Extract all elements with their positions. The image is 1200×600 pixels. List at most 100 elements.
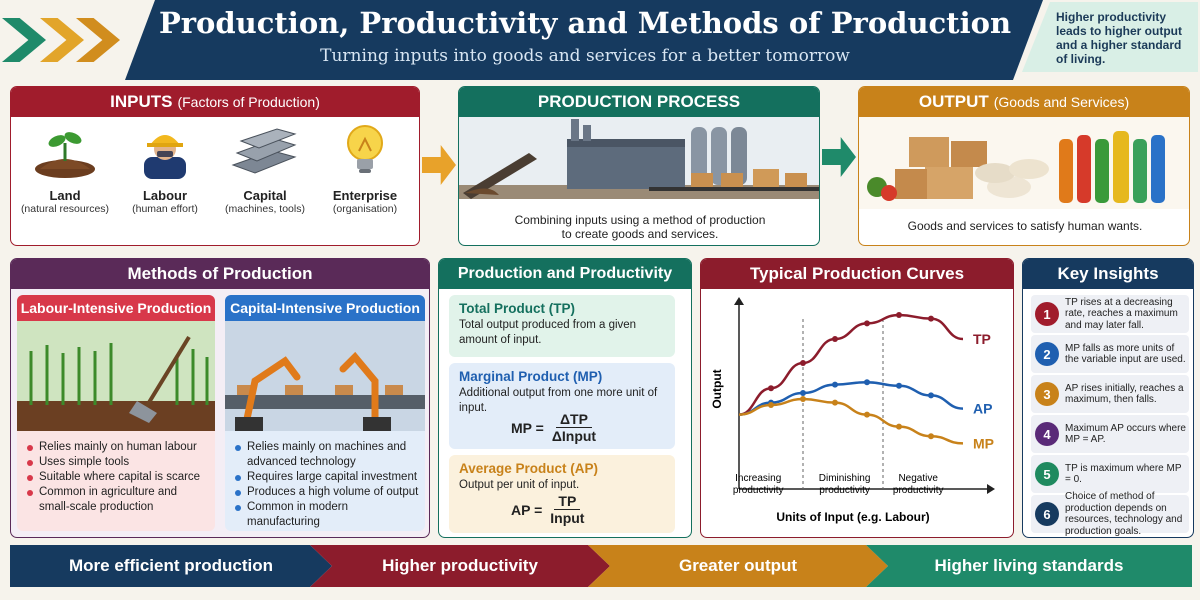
robot-arm-icon [225, 321, 425, 431]
curve-mp [738, 397, 964, 445]
factory-icon [459, 117, 819, 199]
insight-number: 4 [1035, 422, 1059, 446]
crops-icon [17, 321, 215, 431]
mp-desc: Additional output from one more unit of … [459, 387, 658, 414]
process-title: PRODUCTION PROCESS [459, 87, 819, 117]
input-land: Land (natural resources) [15, 121, 115, 215]
curve-point [896, 382, 902, 389]
curve-point [800, 390, 806, 396]
curve-point [928, 392, 934, 399]
series-label: TP [973, 331, 991, 347]
stage-label: Increasing productivity [733, 473, 784, 496]
curve-point [864, 320, 870, 327]
ap-desc: Output per unit of input. [459, 479, 580, 491]
x-axis-arrow [987, 484, 995, 494]
soil-sprout-icon [35, 132, 95, 178]
productivity-panel: Production and Productivity Total Produc… [438, 258, 692, 538]
inputs-title: INPUTS (Factors of Production) [11, 87, 419, 117]
curves-title: Typical Production Curves [701, 259, 1013, 289]
insight-text: Choice of method of production depends o… [1065, 491, 1183, 537]
insight-text: TP is maximum where MP = 0. [1065, 462, 1182, 486]
insights-panel: Key Insights 1 TP rises at a decreasing r… [1022, 258, 1194, 538]
ap-formula: AP = TP Input [511, 493, 585, 526]
curve-point [832, 399, 838, 406]
input-labour: Labour (human effort) [115, 121, 215, 215]
arrow-right-icon [422, 145, 456, 185]
curve-point [928, 433, 934, 440]
insight-item: 2 MP falls as more units of the variable … [1031, 335, 1189, 373]
worker-icon [144, 135, 186, 179]
list-item: Produces a high volume of output [233, 485, 419, 500]
insights-title: Key Insights [1023, 259, 1193, 289]
stage-label: Diminishing productivity [819, 473, 871, 496]
inputs-panel: INPUTS (Factors of Production) Land (natu… [10, 86, 420, 246]
curve-point [928, 315, 934, 322]
bottom-step-1: More efficient production [10, 545, 332, 587]
capital-intensive-card: Capital-Intensive Production Relies main… [225, 295, 425, 531]
methods-title: Methods of Production [11, 259, 429, 289]
list-item: Relies mainly on human labour [25, 440, 209, 455]
curves-panel: Typical Production Curves Output Units o… [700, 258, 1014, 538]
series-label: MP [973, 435, 994, 451]
input-name: Capital [243, 188, 287, 203]
methods-panel: Methods of Production Labour-Intensive P… [10, 258, 430, 538]
curve-point [768, 385, 774, 392]
list-item: Common in agriculture and small-scale pr… [25, 485, 209, 515]
curve-point [864, 411, 870, 418]
capital-intensive-bullets: Relies mainly on machines and advanced t… [225, 436, 425, 530]
curve-point [896, 423, 902, 430]
input-name: Enterprise [332, 188, 398, 203]
header-note: Higher productivity leads to higher outp… [1022, 2, 1198, 72]
input-name: Labour [142, 188, 188, 203]
curve-tp [738, 313, 964, 416]
insight-item: 3 AP rises initially, reaches a maximum, … [1031, 375, 1189, 413]
labour-intensive-bullets: Relies mainly on human labour Uses simpl… [17, 436, 215, 515]
tp-card: Total Product (TP) Total output produced… [449, 295, 675, 357]
insight-text: MP falls as more units of the variable i… [1065, 342, 1186, 366]
insight-item: 5 TP is maximum where MP = 0. [1031, 455, 1189, 493]
insight-text: Maximum AP occurs where MP = AP. [1065, 422, 1186, 446]
output-caption: Goods and services to satisfy human want… [907, 219, 1143, 233]
labour-intensive-title: Labour-Intensive Production [17, 295, 215, 321]
process-caption: Combining inputs using a method of produ… [514, 213, 766, 241]
insight-item: 1 TP rises at a decreasing rate, reaches … [1031, 295, 1189, 333]
input-desc: (machines, tools) [225, 203, 305, 215]
goods-icon [859, 117, 1189, 209]
insight-text: TP rises at a decreasing rate, reaches a… [1065, 296, 1178, 331]
insight-number: 1 [1035, 302, 1059, 326]
curve-point [832, 381, 838, 388]
curve-point [768, 402, 774, 408]
output-panel: OUTPUT (Goods and Services) Goods and ser… [858, 86, 1190, 246]
curve-ap [738, 380, 964, 416]
curve-point [864, 379, 870, 386]
ap-card: Average Product (AP) Output per unit of … [449, 455, 675, 533]
curve-point [896, 312, 902, 318]
ap-title: Average Product (AP) [459, 461, 599, 476]
list-item: Suitable where capital is scarce [25, 470, 209, 485]
lightbulb-icon [347, 125, 383, 173]
decor-chevron [40, 18, 84, 62]
list-item: Relies mainly on machines and advanced t… [233, 440, 419, 470]
curve-point [800, 360, 806, 366]
tp-desc: Total output produced from a given amoun… [459, 319, 637, 346]
arrow-right-icon [822, 137, 856, 177]
curve-point [832, 336, 838, 342]
input-name: Land [49, 188, 81, 203]
decor-chevron [2, 18, 46, 62]
mp-title: Marginal Product (MP) [459, 369, 603, 384]
list-item: Common in modern manufacturing [233, 500, 419, 530]
insight-number: 2 [1035, 342, 1059, 366]
x-axis-label: Units of Input (e.g. Labour) [776, 510, 929, 524]
insight-number: 6 [1035, 502, 1059, 526]
process-panel: PRODUCTION PROCESS Combining inputs usin… [458, 86, 820, 246]
input-desc: (organisation) [332, 203, 398, 215]
input-desc: (human effort) [132, 203, 198, 215]
productivity-title: Production and Productivity [439, 259, 691, 289]
insight-number: 3 [1035, 382, 1059, 406]
list-item: Uses simple tools [25, 455, 209, 470]
production-curves-chart: Output Units of Input (e.g. Labour) Incr… [710, 297, 995, 524]
input-capital: Capital (machines, tools) [215, 121, 315, 215]
page-title: Production, Productivity and Methods of … [158, 6, 1012, 40]
input-enterprise: Enterprise (organisation) [315, 121, 415, 215]
steel-beams-icon [231, 128, 297, 174]
